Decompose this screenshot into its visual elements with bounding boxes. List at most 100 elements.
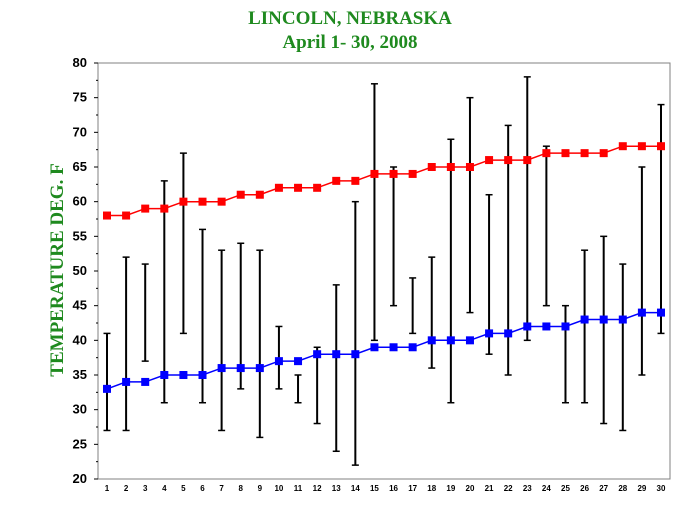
x-tick-label: 24 — [542, 484, 551, 493]
x-tick-label: 29 — [637, 484, 646, 493]
data-point-series-2 — [408, 343, 417, 352]
series-line-2 — [106, 311, 661, 390]
x-tick-label: 27 — [599, 484, 608, 493]
x-tick-label: 6 — [200, 484, 205, 493]
y-tick-label: 30 — [73, 402, 87, 417]
data-point-series-1 — [523, 156, 532, 165]
data-point-series-2 — [618, 315, 627, 324]
data-point-series-1 — [599, 149, 608, 158]
data-point-series-2 — [580, 315, 589, 324]
y-tick-label: 35 — [73, 367, 87, 382]
data-point-series-1 — [217, 197, 226, 206]
x-tick-label: 11 — [294, 484, 303, 493]
data-point-series-2 — [255, 364, 264, 373]
data-point-series-2 — [542, 322, 551, 331]
x-tick-label: 15 — [370, 484, 379, 493]
x-tick-label: 4 — [162, 484, 167, 493]
data-point-series-2 — [294, 357, 303, 366]
y-tick-label: 80 — [73, 55, 87, 70]
data-point-series-1 — [160, 204, 169, 213]
data-point-series-2 — [637, 308, 646, 317]
data-point-series-1 — [370, 169, 379, 178]
x-tick-label: 28 — [618, 484, 627, 493]
data-point-series-1 — [236, 190, 245, 199]
data-point-series-1 — [465, 163, 474, 171]
data-point-series-1 — [427, 163, 436, 171]
data-point-series-1 — [504, 156, 513, 165]
data-point-series-2 — [389, 343, 398, 352]
data-point-series-1 — [637, 142, 646, 151]
data-point-series-1 — [294, 183, 303, 192]
data-point-series-1 — [122, 211, 131, 220]
data-point-series-1 — [179, 197, 188, 206]
data-point-series-2 — [370, 343, 379, 352]
y-tick-label: 65 — [73, 159, 87, 174]
data-point-series-1 — [351, 176, 360, 185]
data-point-series-2 — [599, 315, 608, 324]
data-point-series-2 — [122, 377, 131, 386]
x-tick-label: 14 — [351, 484, 360, 493]
data-point-series-1 — [408, 169, 417, 178]
data-point-series-2 — [332, 350, 341, 359]
y-tick-label: 60 — [73, 194, 87, 209]
x-tick-label: 7 — [219, 484, 224, 493]
data-point-series-2 — [236, 364, 245, 373]
chart-subtitle: April 1- 30, 2008 — [282, 32, 418, 53]
x-tick-label: 25 — [561, 484, 570, 493]
data-point-series-1 — [313, 183, 322, 192]
data-point-series-2 — [179, 371, 188, 379]
y-tick-label: 25 — [73, 436, 87, 451]
y-tick-label: 70 — [73, 124, 87, 139]
x-tick-label: 10 — [274, 484, 283, 493]
x-tick-label: 22 — [504, 484, 513, 493]
x-tick-label: 18 — [427, 484, 436, 493]
data-point-series-2 — [504, 329, 513, 338]
data-point-series-1 — [485, 156, 494, 165]
y-tick-label: 75 — [73, 90, 87, 105]
data-point-series-2 — [446, 336, 455, 345]
data-point-series-1 — [103, 211, 111, 220]
x-tick-label: 20 — [466, 484, 475, 493]
series-line-1 — [107, 145, 661, 217]
data-point-series-1 — [141, 204, 150, 213]
x-tick-label: 19 — [446, 484, 455, 493]
data-point-series-1 — [389, 169, 398, 178]
y-tick-label: 40 — [73, 332, 87, 347]
x-tick-label: 13 — [332, 484, 341, 493]
data-point-series-2 — [485, 329, 494, 338]
data-point-series-2 — [198, 371, 207, 379]
data-point-series-1 — [274, 183, 283, 192]
y-tick-label: 50 — [73, 263, 87, 278]
x-tick-label: 12 — [313, 484, 322, 493]
data-point-series-2 — [160, 371, 169, 379]
data-point-series-2 — [217, 364, 226, 373]
x-tick-label: 5 — [181, 484, 186, 493]
x-tick-label: 8 — [238, 484, 243, 493]
data-point-series-2 — [141, 377, 150, 386]
x-tick-label: 2 — [124, 484, 129, 493]
x-tick-label: 17 — [408, 484, 417, 493]
data-point-series-2 — [465, 336, 474, 345]
data-point-series-1 — [255, 190, 264, 199]
data-point-series-2 — [103, 384, 111, 393]
data-point-series-1 — [198, 197, 207, 206]
data-point-series-2 — [274, 357, 283, 366]
x-tick-label: 9 — [258, 484, 263, 493]
x-tick-label: 30 — [657, 484, 666, 493]
x-tick-label: 3 — [143, 484, 148, 493]
x-tick-label: 21 — [485, 484, 494, 493]
data-point-series-2 — [313, 350, 322, 359]
x-tick-label: 1 — [105, 484, 110, 493]
data-point-series-1 — [580, 149, 589, 158]
data-point-series-2 — [657, 308, 665, 317]
data-point-series-1 — [332, 176, 341, 185]
x-tick-label: 26 — [580, 484, 589, 493]
data-point-series-2 — [561, 322, 570, 331]
y-tick-label: 55 — [73, 228, 87, 243]
data-point-series-1 — [618, 142, 627, 151]
data-point-series-2 — [523, 322, 532, 331]
y-tick-label: 20 — [73, 471, 87, 486]
x-tick-label: 23 — [523, 484, 532, 493]
chart-title: LINCOLN, NEBRASKA — [248, 8, 452, 29]
